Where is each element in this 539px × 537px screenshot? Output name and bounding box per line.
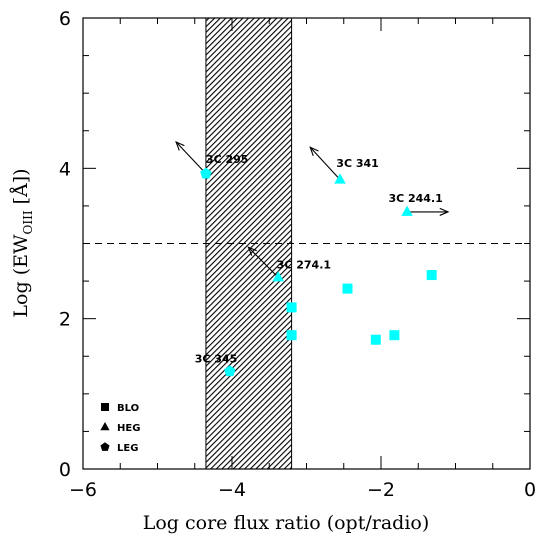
data-point-pentagon — [224, 365, 236, 377]
legend-label: LEG — [117, 443, 138, 454]
limit-arrowhead — [175, 140, 185, 151]
data-point-square — [286, 330, 297, 341]
y-axis-label-subscript: OIII — [21, 210, 35, 234]
data-point-pentagon — [200, 167, 212, 179]
legend-marker-square — [101, 403, 109, 411]
limit-arrow — [175, 141, 207, 174]
y-tick-label: 4 — [59, 158, 71, 180]
data-point-triangle — [272, 271, 284, 282]
legend-label: HEG — [117, 423, 140, 434]
limit-arrowhead — [309, 146, 319, 156]
limit-arrow — [309, 146, 341, 180]
source-annotation: 3C 341 — [336, 157, 379, 170]
data-point-triangle — [334, 173, 346, 184]
source-annotation: 3C 295 — [206, 153, 249, 166]
data-point-triangle — [401, 205, 413, 216]
limit-arrow — [247, 246, 279, 278]
plot-frame — [82, 17, 531, 470]
x-tick-label: −2 — [367, 479, 395, 501]
y-axis-label-main: Log (EW — [10, 234, 32, 318]
x-tick-label: 0 — [524, 479, 536, 501]
limit-arrowhead — [247, 246, 257, 256]
y-axis-label-tail: [Å]) — [10, 168, 32, 210]
data-point-square — [389, 330, 400, 341]
x-tick-label: −4 — [218, 479, 246, 501]
limit-arrowhead — [439, 207, 450, 216]
data-point-square — [426, 270, 437, 281]
legend-marker-triangle — [100, 422, 110, 431]
legend-label: BLO — [117, 403, 139, 414]
y-axis-label: Log (EWOIII [Å]) — [10, 168, 35, 317]
legend-marker-pentagon — [100, 442, 110, 451]
y-tick-label: 0 — [59, 459, 71, 481]
data-point-square — [286, 302, 297, 313]
data-point-square — [370, 334, 381, 345]
source-annotation: 3C 345 — [195, 352, 238, 365]
source-annotation: 3C 244.1 — [388, 192, 442, 205]
x-axis-label: Log core flux ratio (opt/radio) — [143, 512, 430, 534]
y-tick-label: 2 — [59, 309, 71, 331]
x-tick-label: −6 — [69, 479, 97, 501]
data-point-square — [342, 283, 353, 294]
y-tick-label: 6 — [59, 8, 71, 30]
source-annotation: 3C 274.1 — [277, 258, 331, 271]
